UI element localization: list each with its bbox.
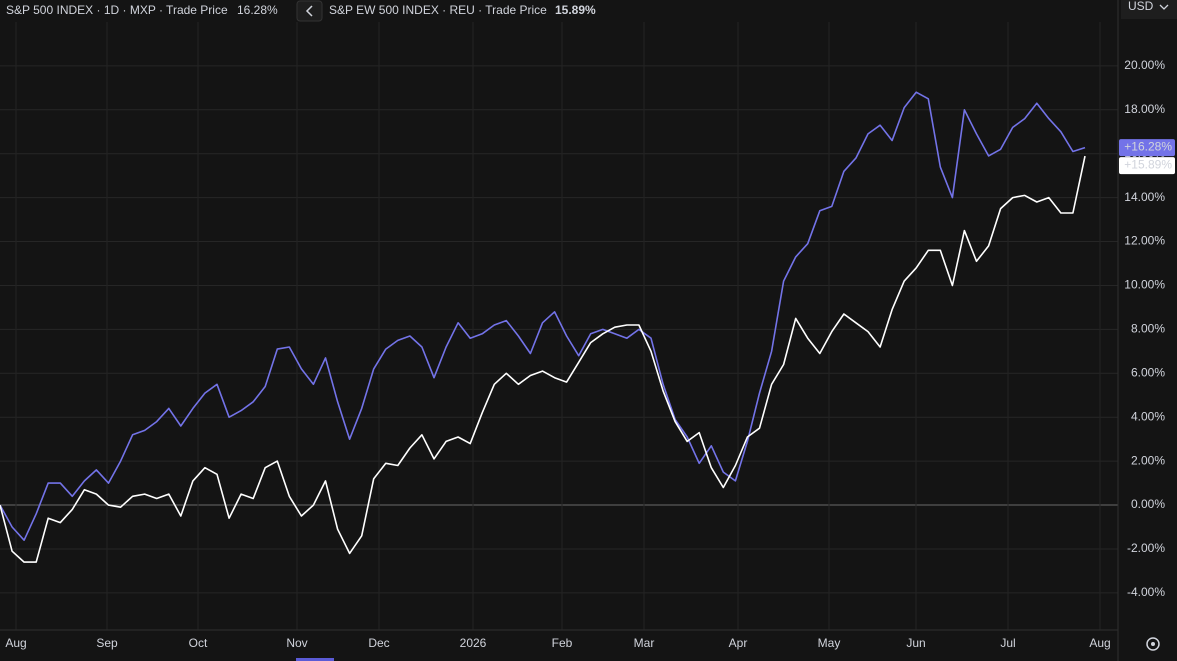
series-lines (0, 91, 1086, 563)
x-tick-label: Oct (189, 636, 208, 650)
y-tick-label: 4.00% (1131, 409, 1165, 423)
y-tick-label: 12.00% (1124, 234, 1165, 248)
x-tick-label: Apr (729, 636, 748, 650)
currency-button[interactable] (1121, 0, 1177, 19)
x-tick-label: Aug (5, 636, 26, 650)
y-tick-label: 18.00% (1124, 102, 1165, 116)
x-tick-label: 2026 (460, 636, 487, 650)
dropdown-icon (1159, 4, 1169, 10)
y-tick-label: 2.00% (1131, 453, 1165, 467)
settings-icon[interactable] (1146, 637, 1160, 651)
legend-value: 15.89% (555, 3, 596, 17)
legend-bar (0, 0, 1110, 22)
x-tick-label: Feb (552, 636, 573, 650)
price-label: +15.89% (1124, 158, 1172, 172)
y-tick-label: -4.00% (1127, 585, 1165, 599)
grid (0, 22, 1118, 630)
range-indicator (296, 658, 334, 661)
x-tick-label: May (818, 636, 841, 650)
legend-value: 16.28% (237, 3, 278, 17)
y-tick-label: 10.00% (1124, 278, 1165, 292)
collapse-button[interactable] (296, 0, 323, 22)
legend: S&P 500 INDEX · 1D · MXP · Trade Price 1… (0, 0, 1110, 22)
settings-icon-dot (1151, 642, 1155, 646)
x-tick-label: Nov (286, 636, 307, 650)
series-line (0, 155, 1086, 563)
price-label-box (1119, 157, 1175, 175)
y-tick-label: 6.00% (1131, 365, 1165, 379)
y-tick-label: 14.00% (1124, 190, 1165, 204)
y-tick-label: -2.00% (1127, 541, 1165, 555)
legend-entry: S&P 500 INDEX · 1D · MXP · Trade Price (6, 3, 228, 17)
price-label-box (1119, 139, 1175, 157)
legend-entry: S&P EW 500 INDEX · REU · Trade Price (329, 3, 547, 17)
series-line (0, 91, 1086, 541)
x-tick-label: Mar (634, 636, 655, 650)
y-tick-label: 8.00% (1131, 322, 1165, 336)
x-tick-label: Sep (96, 636, 118, 650)
y-tick-label: 0.00% (1131, 497, 1165, 511)
chevron-icon (305, 5, 313, 17)
x-tick-label: Jun (906, 636, 925, 650)
x-tick-label: Dec (368, 636, 389, 650)
x-tick-label: Aug (1089, 636, 1110, 650)
y-tick-label: 20.00% (1124, 58, 1165, 72)
x-tick-label: Jul (1000, 636, 1015, 650)
price-label: +16.28% (1124, 140, 1172, 154)
currency-label: USD (1128, 0, 1154, 13)
